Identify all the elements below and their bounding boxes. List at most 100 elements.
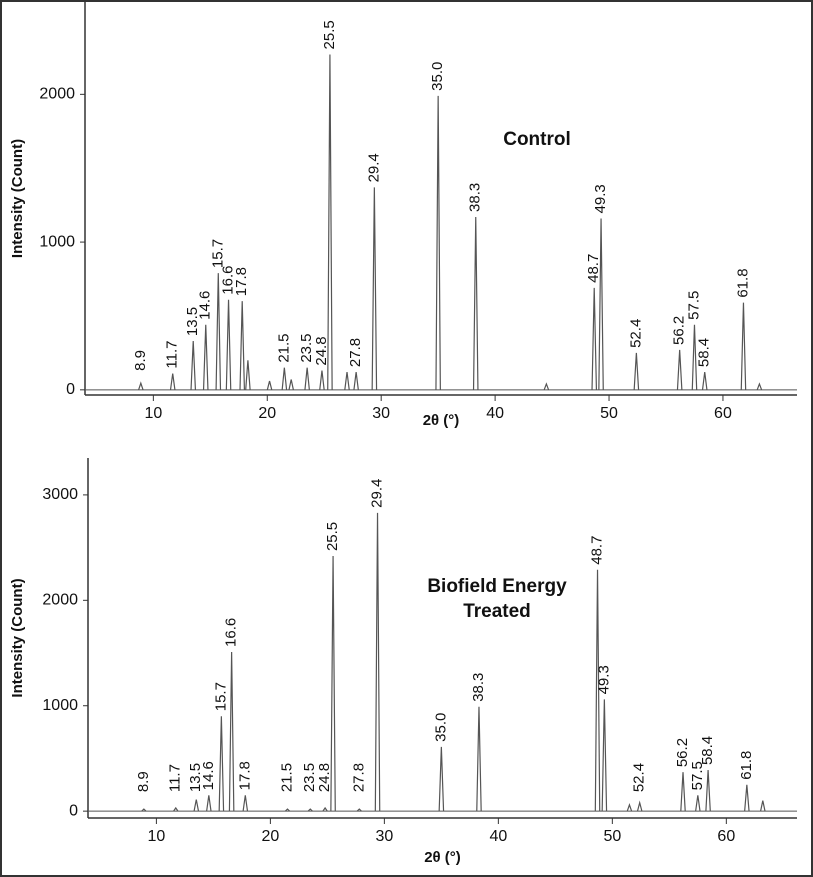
peak (206, 795, 212, 812)
annotation: Control (503, 129, 571, 150)
peak (193, 799, 200, 812)
peak-label: 29.4 (368, 479, 385, 508)
peak (636, 800, 643, 812)
peak (356, 808, 362, 812)
peak (472, 216, 479, 390)
peak-label: 25.5 (324, 522, 341, 551)
peak (307, 808, 313, 812)
peak (591, 287, 598, 390)
annotation: Treated (463, 601, 531, 622)
peak-label: 58.4 (699, 736, 716, 765)
y-tick-label: 2000 (42, 592, 78, 609)
peak-label: 14.6 (200, 761, 217, 790)
peak (594, 569, 601, 812)
peak (202, 324, 209, 390)
x-tick-label: 60 (714, 405, 732, 422)
y-tick-label: 0 (69, 802, 78, 819)
peak-label: 17.8 (236, 761, 253, 790)
peak-label: 24.8 (316, 763, 333, 792)
peak (190, 341, 197, 390)
peak (695, 795, 701, 812)
peak-label: 38.3 (467, 183, 484, 212)
peak-label: 61.8 (734, 268, 751, 297)
x-tick-label: 30 (372, 405, 390, 422)
x-tick-label: 60 (717, 828, 735, 845)
peak (680, 772, 686, 812)
x-tick-label: 50 (603, 828, 621, 845)
peak (435, 95, 441, 390)
y-tick-label: 1000 (39, 233, 75, 250)
x-axis-label: 2θ (°) (423, 412, 460, 429)
peak (438, 746, 445, 812)
peak (284, 808, 291, 812)
peak (330, 556, 336, 812)
peak-label: 27.8 (347, 338, 364, 367)
y-axis-label: Intensity (Count) (9, 578, 26, 697)
peak (169, 373, 176, 390)
peak-label: 56.2 (671, 316, 688, 345)
peak (744, 784, 750, 812)
peak-label: 8.9 (132, 350, 149, 371)
peak (218, 716, 225, 812)
x-tick-label: 40 (489, 828, 507, 845)
peak-label: 52.4 (631, 763, 648, 792)
peak (543, 382, 550, 391)
peak (371, 187, 378, 390)
x-tick-label: 20 (258, 405, 276, 422)
peak-label: 8.9 (135, 771, 152, 792)
peak-label: 15.7 (212, 682, 229, 711)
peak (701, 372, 708, 390)
peak-label: 58.4 (696, 338, 713, 367)
x-tick-label: 10 (147, 828, 165, 845)
peak (239, 301, 246, 390)
peak (228, 651, 235, 812)
x-tick-label: 40 (486, 405, 504, 422)
peak (740, 302, 747, 390)
peak-label: 11.7 (164, 340, 181, 368)
peak (288, 379, 294, 390)
peak-label: 17.8 (233, 267, 250, 296)
peak-label: 52.4 (627, 319, 644, 348)
y-tick-label: 0 (66, 381, 75, 398)
peak (626, 802, 633, 812)
peak-label: 21.5 (275, 333, 292, 362)
peak-label: 23.5 (298, 333, 315, 362)
peak (633, 352, 640, 390)
annotation: Biofield Energy (427, 576, 567, 597)
peak-label: 29.4 (365, 153, 382, 182)
peak-label: 24.8 (313, 336, 330, 365)
x-axis-label: 2θ (°) (424, 849, 461, 866)
peak (598, 218, 604, 390)
peak-label: 27.8 (350, 763, 367, 792)
peak (676, 349, 683, 390)
peak (266, 380, 273, 390)
peak-label: 13.5 (184, 307, 201, 336)
peak (319, 370, 325, 390)
peak (245, 360, 251, 390)
peak (173, 806, 179, 812)
peak (327, 54, 333, 390)
peak (756, 382, 763, 391)
peak (322, 806, 328, 812)
peak-label: 38.3 (470, 673, 487, 702)
peak-label: 16.6 (220, 266, 237, 295)
peak-label: 57.5 (689, 761, 706, 790)
peak (691, 324, 698, 390)
peak (476, 706, 482, 812)
peak (138, 381, 144, 391)
peak (304, 367, 310, 390)
y-tick-label: 1000 (42, 697, 78, 714)
x-tick-label: 50 (600, 405, 618, 422)
peak (242, 795, 249, 812)
peak-label: 48.7 (585, 254, 602, 283)
peak (225, 299, 232, 390)
peak-label: 49.3 (592, 184, 609, 213)
peak-label: 25.5 (321, 20, 338, 49)
peak (601, 699, 608, 812)
peak-label: 57.5 (685, 291, 702, 320)
peak-label: 49.3 (595, 665, 612, 694)
peak-label: 35.0 (432, 713, 449, 742)
peak (353, 372, 359, 390)
